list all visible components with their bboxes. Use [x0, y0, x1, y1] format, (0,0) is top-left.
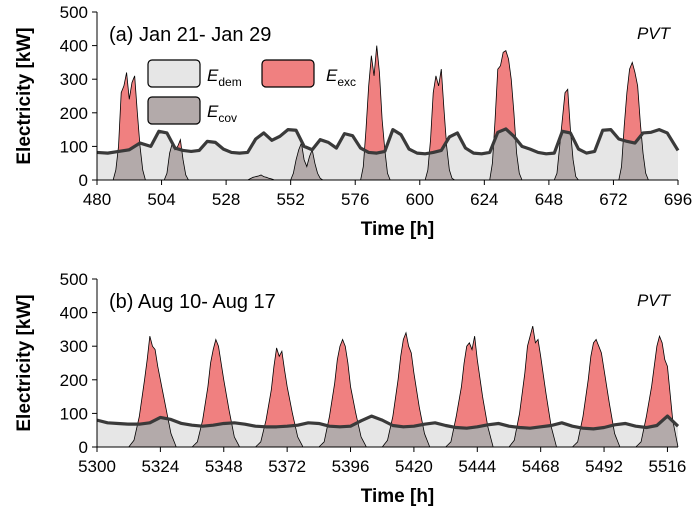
legend-swatch-exc: [261, 59, 315, 88]
x-tick-label: 696: [664, 190, 692, 209]
legend-symbol: E: [326, 66, 338, 85]
y-tick-label: 100: [60, 404, 88, 423]
y-tick-label: 0: [79, 438, 88, 457]
x-tick-label: 504: [147, 190, 175, 209]
x-axis-title: Time [h]: [361, 219, 435, 240]
legend-subscript: exc: [337, 75, 356, 89]
x-tick-label: 5492: [585, 457, 623, 476]
x-tick-label: 5348: [205, 457, 243, 476]
x-tick-label: 576: [341, 190, 369, 209]
x-tick-label: 5300: [78, 457, 116, 476]
x-tick-label: 648: [535, 190, 563, 209]
y-tick-label: 100: [60, 137, 88, 156]
legend-symbol: E: [207, 66, 219, 85]
series-area-covered: [97, 416, 678, 447]
y-tick-label: 400: [60, 37, 88, 56]
x-tick-label: 5396: [332, 457, 370, 476]
x-tick-label: 5516: [649, 457, 687, 476]
series-area-demand: [97, 128, 678, 180]
x-axis-title: Time [h]: [361, 486, 435, 507]
legend-swatch-dem: [147, 59, 201, 88]
y-tick-label: 300: [60, 70, 88, 89]
panel-corner-label: PVT: [637, 291, 672, 310]
legend-swatch-cov: [147, 96, 201, 125]
y-axis-title: Electricity [kW]: [14, 294, 35, 431]
y-axis-title: Electricity [kW]: [14, 27, 35, 164]
legend-subscript: dem: [218, 75, 241, 89]
x-tick-label: 624: [470, 190, 498, 209]
legend-label-exc: Eexc: [326, 66, 356, 89]
y-tick-label: 0: [79, 171, 88, 190]
series-line-demand: [96, 127, 680, 156]
panel-title: (a) Jan 21- Jan 29: [109, 24, 271, 46]
panel-title: (b) Aug 10- Aug 17: [109, 291, 276, 313]
legend-symbol: E: [207, 102, 219, 121]
y-tick-label: 200: [60, 104, 88, 123]
x-tick-label: 480: [83, 190, 111, 209]
y-tick-label: 500: [60, 3, 88, 22]
legend-label-dem: Edem: [207, 66, 242, 89]
x-tick-label: 5324: [141, 457, 179, 476]
y-tick-label: 500: [60, 270, 88, 289]
x-tick-label: 5372: [268, 457, 306, 476]
x-tick-label: 5444: [458, 457, 496, 476]
x-tick-label: 528: [212, 190, 240, 209]
y-tick-label: 400: [60, 304, 88, 323]
x-tick-label: 5420: [395, 457, 433, 476]
chart-panel-b: 0 100 200 300 400 500 5300 5324 5348 5372 5396 5420…: [14, 270, 686, 507]
legend-label-cov: Ecov: [207, 102, 237, 125]
x-tick-label: 672: [599, 190, 627, 209]
y-tick-label: 200: [60, 371, 88, 390]
panel-corner-label: PVT: [637, 24, 672, 43]
series-area-excess: [97, 326, 678, 447]
legend-subscript: cov: [218, 111, 237, 125]
x-tick-label: 600: [406, 190, 434, 209]
chart-panel-a: 0 100 200 300 400 500 480 504 528 552 576 600 624 648…: [14, 3, 692, 240]
y-tick-label: 300: [60, 337, 88, 356]
series-line-demand: [96, 414, 680, 431]
x-tick-label: 552: [276, 190, 304, 209]
series-line-generation: [97, 325, 679, 448]
x-tick-label: 5468: [522, 457, 560, 476]
